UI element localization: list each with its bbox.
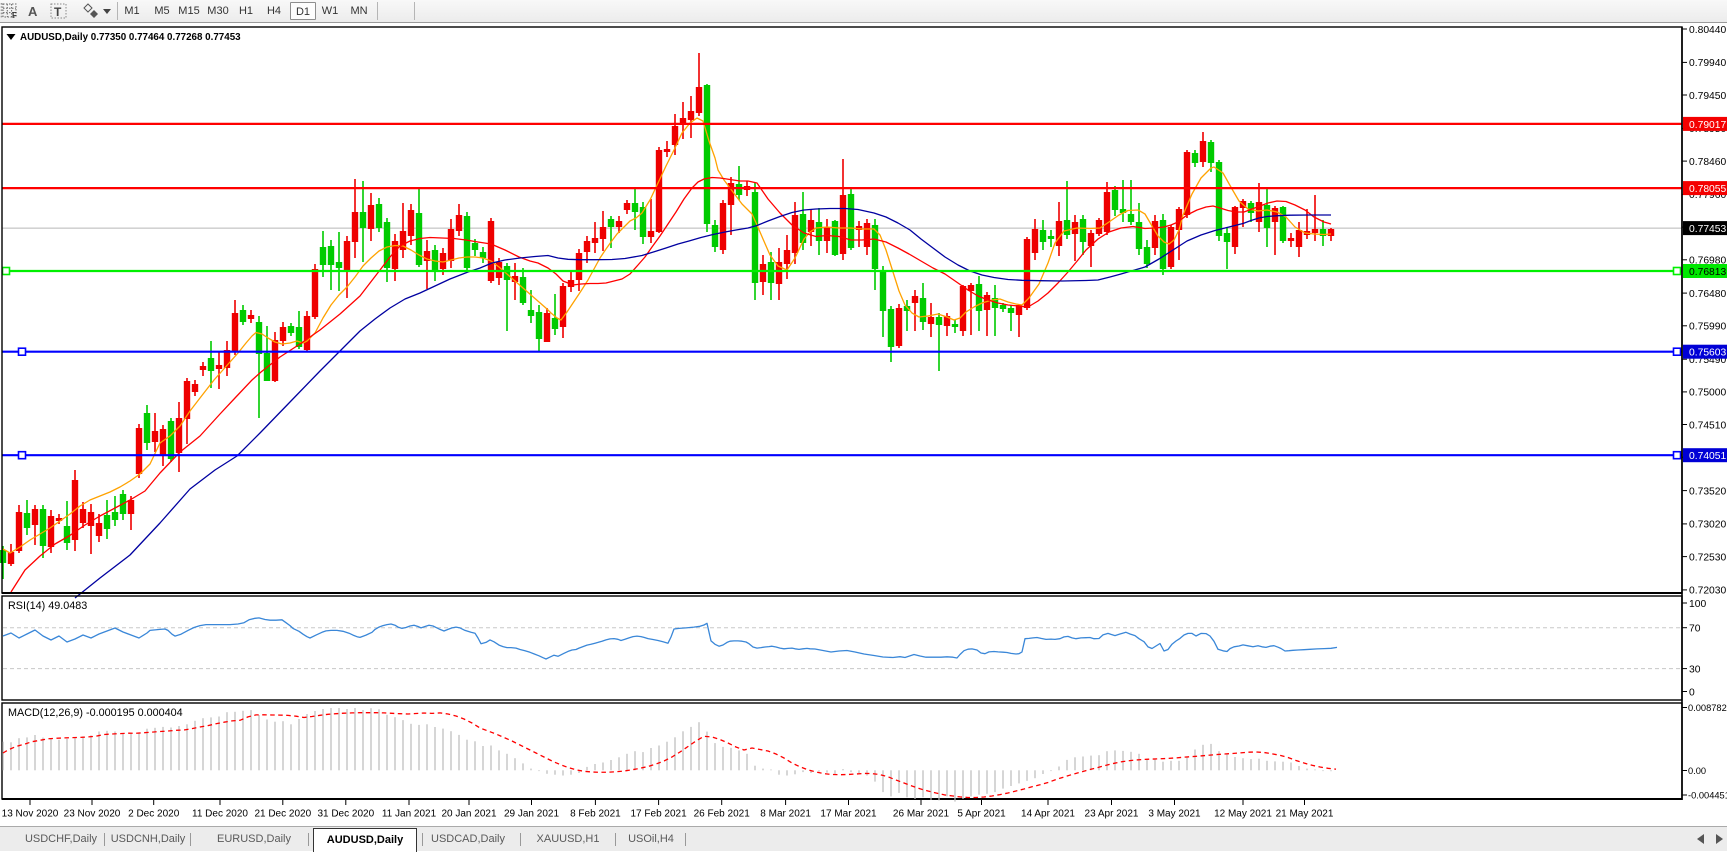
svg-text:0.73020: 0.73020 [1689,520,1726,531]
svg-text:12 May 2021: 12 May 2021 [1214,809,1272,820]
svg-text:0.76980: 0.76980 [1689,256,1726,267]
svg-text:-0.004451: -0.004451 [1688,791,1727,801]
svg-text:29 Jan 2021: 29 Jan 2021 [504,809,559,820]
svg-text:0.79450: 0.79450 [1689,91,1726,102]
svg-text:0.008782: 0.008782 [1688,703,1727,713]
svg-text:0.75000: 0.75000 [1689,388,1726,399]
svg-text:0.77453: 0.77453 [1689,224,1726,235]
svg-text:0.79017: 0.79017 [1689,120,1726,131]
svg-text:AUDUSD,Daily 0.77350 0.77464: AUDUSD,Daily 0.77350 0.77464 0.77268 0.7… [20,32,241,43]
svg-text:0.77960: 0.77960 [1689,190,1726,201]
svg-text:23 Nov 2020: 23 Nov 2020 [64,809,121,820]
svg-text:RSI(14) 49.0483: RSI(14) 49.0483 [8,600,87,612]
svg-text:0.73520: 0.73520 [1689,486,1726,497]
svg-text:26 Feb 2021: 26 Feb 2021 [694,809,751,820]
svg-text:MACD(12,26,9) -0.000195 0.0004: MACD(12,26,9) -0.000195 0.000404 [8,707,183,719]
svg-text:F: F [12,11,17,20]
svg-text:0.76813: 0.76813 [1689,267,1726,278]
svg-text:17 Mar 2021: 17 Mar 2021 [820,809,877,820]
svg-text:8 Mar 2021: 8 Mar 2021 [760,809,811,820]
svg-text:30: 30 [1689,664,1701,675]
svg-text:20 Jan 2021: 20 Jan 2021 [441,809,496,820]
svg-text:26 Mar 2021: 26 Mar 2021 [893,809,950,820]
svg-text:0.74051: 0.74051 [1689,451,1726,462]
svg-text:T: T [54,5,62,19]
svg-text:23 Apr 2021: 23 Apr 2021 [1085,809,1139,820]
svg-text:0.76480: 0.76480 [1689,289,1726,300]
svg-text:0.74510: 0.74510 [1689,420,1726,431]
svg-text:5 Apr 2021: 5 Apr 2021 [957,809,1006,820]
svg-text:0.78055: 0.78055 [1689,184,1726,195]
svg-text:13 Nov 2020: 13 Nov 2020 [2,809,59,820]
svg-text:21 Dec 2020: 21 Dec 2020 [254,809,311,820]
svg-text:21 May 2021: 21 May 2021 [1276,809,1334,820]
svg-text:0.72030: 0.72030 [1689,586,1726,597]
svg-text:100: 100 [1689,599,1706,610]
svg-text:0: 0 [1689,687,1695,698]
svg-text:70: 70 [1689,624,1701,635]
svg-text:0.75603: 0.75603 [1689,348,1726,359]
svg-text:0.80440: 0.80440 [1689,25,1726,36]
svg-text:8 Feb 2021: 8 Feb 2021 [570,809,621,820]
svg-text:0.75990: 0.75990 [1689,322,1726,333]
svg-text:31 Dec 2020: 31 Dec 2020 [317,809,374,820]
svg-text:0.75490: 0.75490 [1689,355,1726,366]
svg-text:0.79940: 0.79940 [1689,58,1726,69]
svg-text:A: A [28,4,38,19]
svg-text:3 May 2021: 3 May 2021 [1148,809,1201,820]
svg-text:11 Jan 2021: 11 Jan 2021 [382,809,437,820]
svg-text:0.72530: 0.72530 [1689,552,1726,563]
svg-text:14 Apr 2021: 14 Apr 2021 [1021,809,1075,820]
svg-text:2 Dec 2020: 2 Dec 2020 [128,809,180,820]
svg-text:11 Dec 2020: 11 Dec 2020 [192,809,248,820]
svg-text:0.00: 0.00 [1688,766,1706,776]
svg-text:0.78460: 0.78460 [1689,157,1726,168]
svg-text:17 Feb 2021: 17 Feb 2021 [631,809,688,820]
